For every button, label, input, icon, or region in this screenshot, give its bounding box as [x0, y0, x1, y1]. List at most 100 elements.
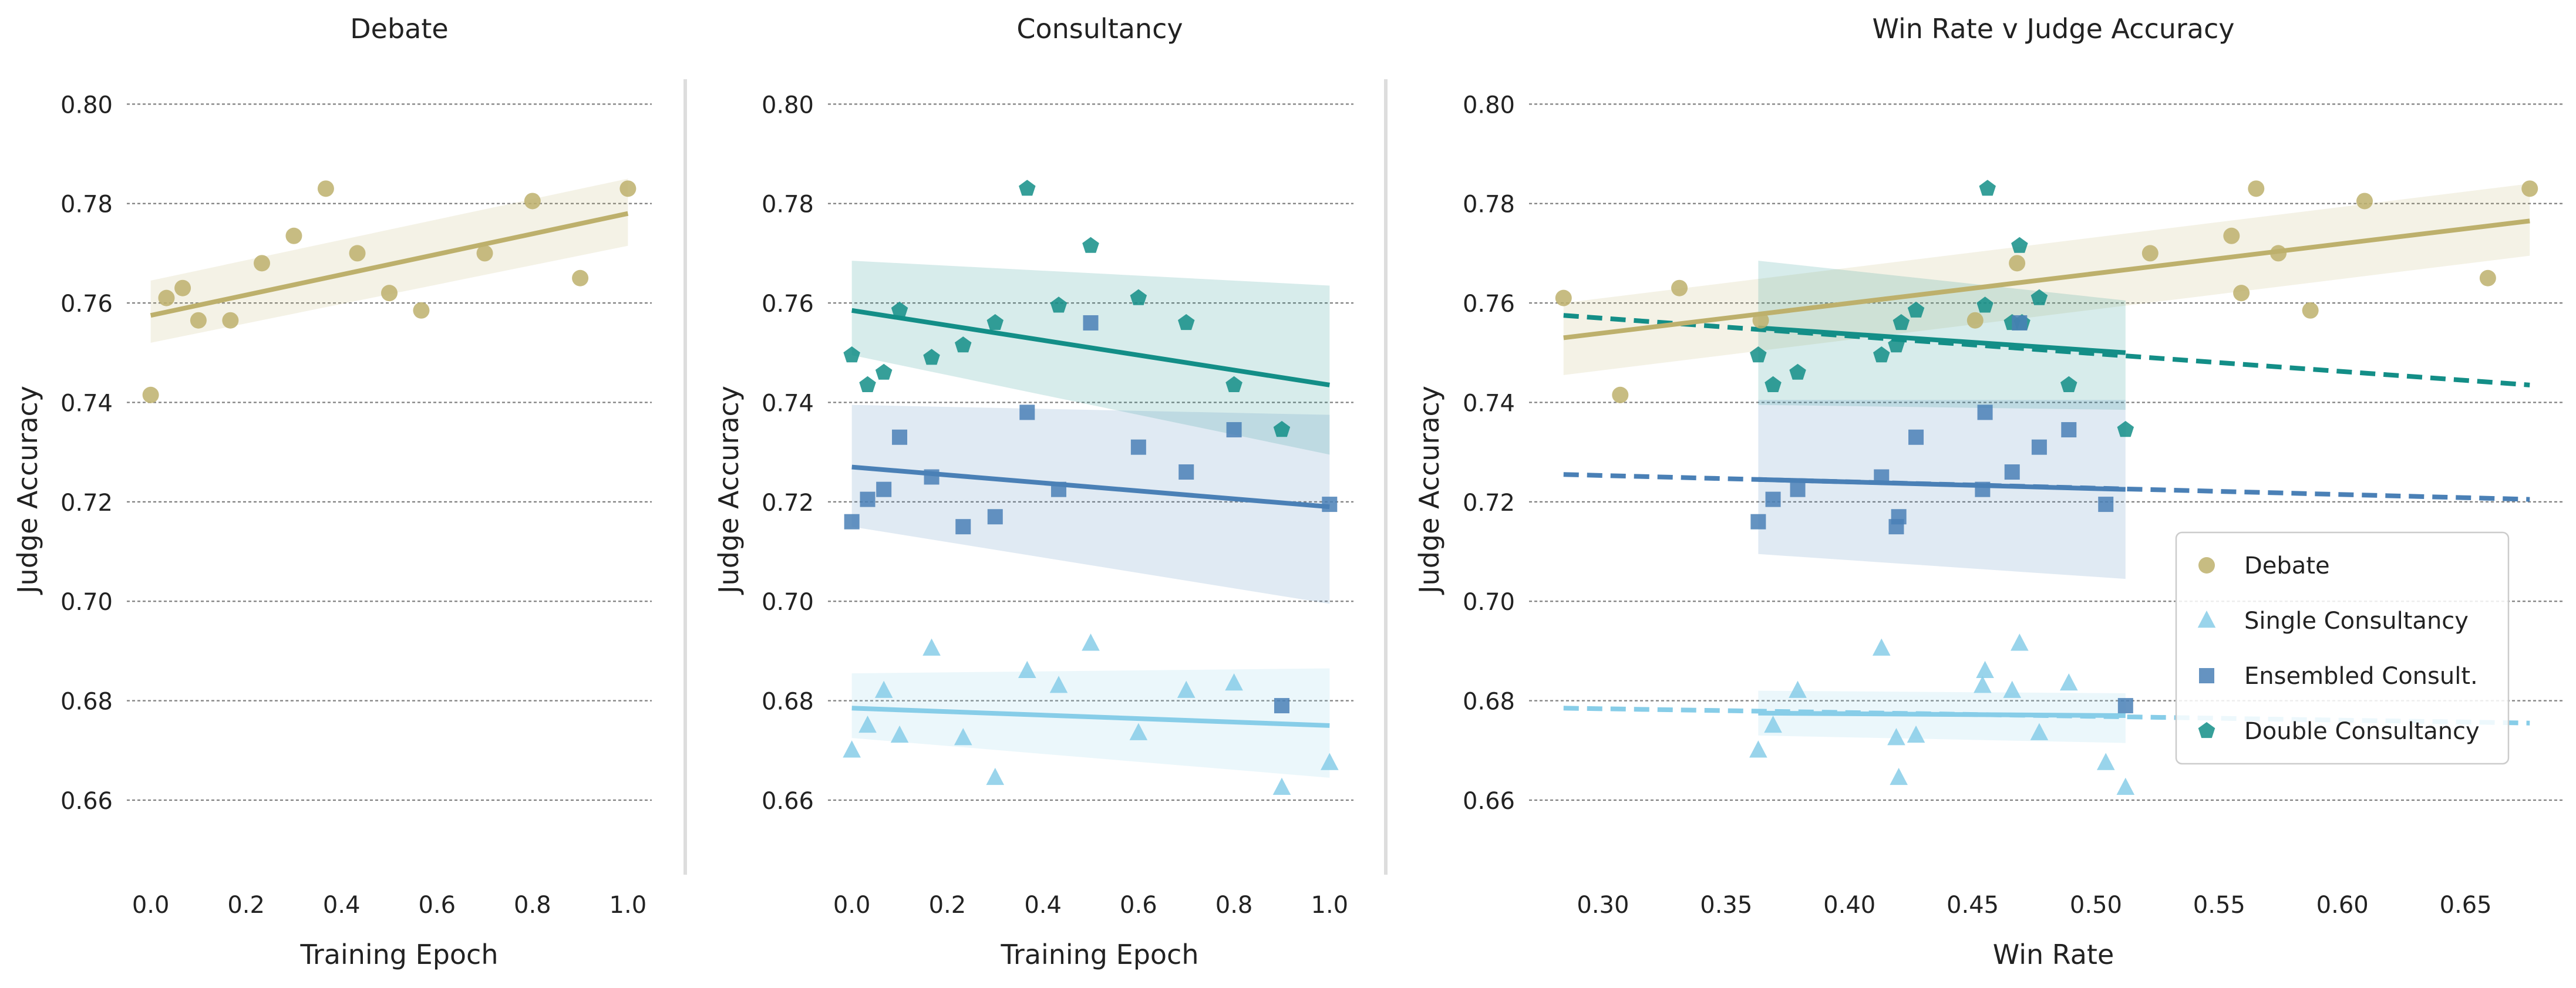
- data-point: [1977, 404, 1993, 420]
- y-tick-label: 0.66: [1463, 788, 1515, 815]
- x-tick-label: 0.8: [514, 892, 551, 919]
- data-point: [1887, 728, 1905, 746]
- data-point: [1874, 469, 1890, 485]
- data-point: [1873, 346, 1890, 363]
- x-tick-label: 1.0: [610, 892, 647, 919]
- data-point: [174, 279, 191, 296]
- data-point: [2012, 315, 2028, 331]
- data-point: [986, 767, 1005, 785]
- y-axis-label: Judge Accuracy: [12, 386, 43, 595]
- y-tick-label: 0.78: [1463, 191, 1515, 218]
- data-point: [2141, 245, 2159, 262]
- y-tick-label: 0.72: [762, 490, 814, 517]
- data-point: [1322, 497, 1338, 512]
- plot-area-3: 0.66 0.68 0.70 0.72 0.74 0.76 0.78 0.80 0.30 0.35…: [1463, 92, 2564, 919]
- legend-marker: [2198, 722, 2215, 739]
- data-point: [572, 269, 589, 286]
- data-point: [924, 469, 940, 485]
- regression-line: [851, 706, 1330, 728]
- data-point: [2117, 698, 2133, 714]
- data-point: [843, 740, 861, 758]
- data-point: [954, 728, 972, 746]
- data-point: [1226, 422, 1242, 438]
- confidence-band: [851, 404, 1330, 604]
- data-point: [1872, 638, 1891, 656]
- data-point: [890, 725, 909, 743]
- y-tick-label: 0.74: [1463, 390, 1515, 417]
- regression-line: [1758, 710, 2126, 718]
- data-point: [2004, 464, 2020, 480]
- data-point: [955, 519, 971, 535]
- data-point: [1019, 404, 1035, 420]
- data-point: [860, 491, 875, 507]
- data-point: [2061, 422, 2077, 438]
- data-point: [923, 349, 940, 365]
- y-tick-label: 0.72: [1463, 490, 1515, 517]
- panel-debate: Debate Training Epoch Judge Accuracy: [12, 13, 498, 970]
- data-point: [1130, 289, 1147, 305]
- data-point: [986, 314, 1004, 331]
- x-tick-label: 0.0: [833, 892, 871, 919]
- data-point: [317, 180, 334, 197]
- y-tick-label: 0.74: [60, 390, 113, 417]
- data-point: [1976, 296, 1994, 313]
- legend: Debate Single Consultancy Ensembled Consul…: [2175, 531, 2510, 765]
- data-point: [2117, 421, 2134, 437]
- data-point: [2098, 497, 2114, 512]
- data-point: [922, 638, 941, 656]
- data-point: [874, 680, 893, 698]
- data-point: [1129, 723, 1148, 740]
- legend-label: Single Consultancy: [2244, 608, 2469, 635]
- data-point: [843, 346, 860, 363]
- y-tick-label: 0.72: [60, 490, 113, 517]
- y-tick-label: 0.76: [1463, 291, 1515, 318]
- x-tick-label: 0.2: [227, 892, 265, 919]
- data-point: [142, 386, 159, 403]
- x-tick-label: 0.35: [1700, 892, 1752, 919]
- x-tick-label: 0.6: [418, 892, 456, 919]
- panel-title: Win Rate v Judge Accuracy: [1872, 13, 2234, 45]
- regression-line: [1758, 477, 2126, 492]
- data-point: [1082, 237, 1099, 253]
- y-tick-label: 0.68: [762, 689, 814, 716]
- data-point: [1749, 740, 1767, 758]
- data-point: [1049, 676, 1068, 693]
- data-point: [1890, 767, 1908, 785]
- x-tick-label: 0.4: [323, 892, 361, 919]
- legend-label: Double Consultancy: [2244, 718, 2480, 745]
- data-point: [2011, 633, 2029, 651]
- data-point: [2011, 237, 2028, 253]
- data-point: [190, 312, 207, 329]
- data-point: [1907, 301, 1925, 318]
- data-point: [1050, 481, 1066, 497]
- y-tick-label: 0.76: [60, 291, 113, 318]
- x-axis-label: Training Epoch: [300, 939, 499, 970]
- data-point: [1908, 429, 1924, 445]
- trend-line-dashed: [1563, 313, 2530, 387]
- data-point: [1274, 698, 1289, 714]
- data-point: [844, 514, 860, 530]
- y-tick-label: 0.80: [60, 92, 113, 119]
- data-point: [2356, 193, 2373, 210]
- y-tick-label: 0.68: [60, 689, 113, 716]
- data-point: [1178, 314, 1195, 331]
- data-point: [381, 285, 398, 302]
- x-tick-label: 0.55: [2193, 892, 2245, 919]
- data-point: [955, 336, 972, 353]
- data-point: [1789, 363, 1806, 380]
- data-point: [1050, 296, 1068, 313]
- data-point: [1130, 439, 1146, 455]
- data-point: [1555, 289, 1572, 306]
- data-point: [2009, 255, 2026, 272]
- data-point: [1790, 481, 1806, 497]
- y-tick-label: 0.66: [60, 788, 113, 815]
- y-tick-label: 0.80: [1463, 92, 1515, 119]
- data-point: [2479, 269, 2496, 286]
- data-point: [619, 180, 637, 197]
- data-point: [2270, 245, 2287, 262]
- data-point: [1974, 676, 1992, 693]
- legend-box: [2175, 531, 2510, 765]
- data-point: [1976, 660, 1994, 679]
- panel-win-rate: Win Rate v Judge Accuracy Win Rate Judge…: [1413, 13, 2235, 970]
- data-point: [1752, 312, 1769, 329]
